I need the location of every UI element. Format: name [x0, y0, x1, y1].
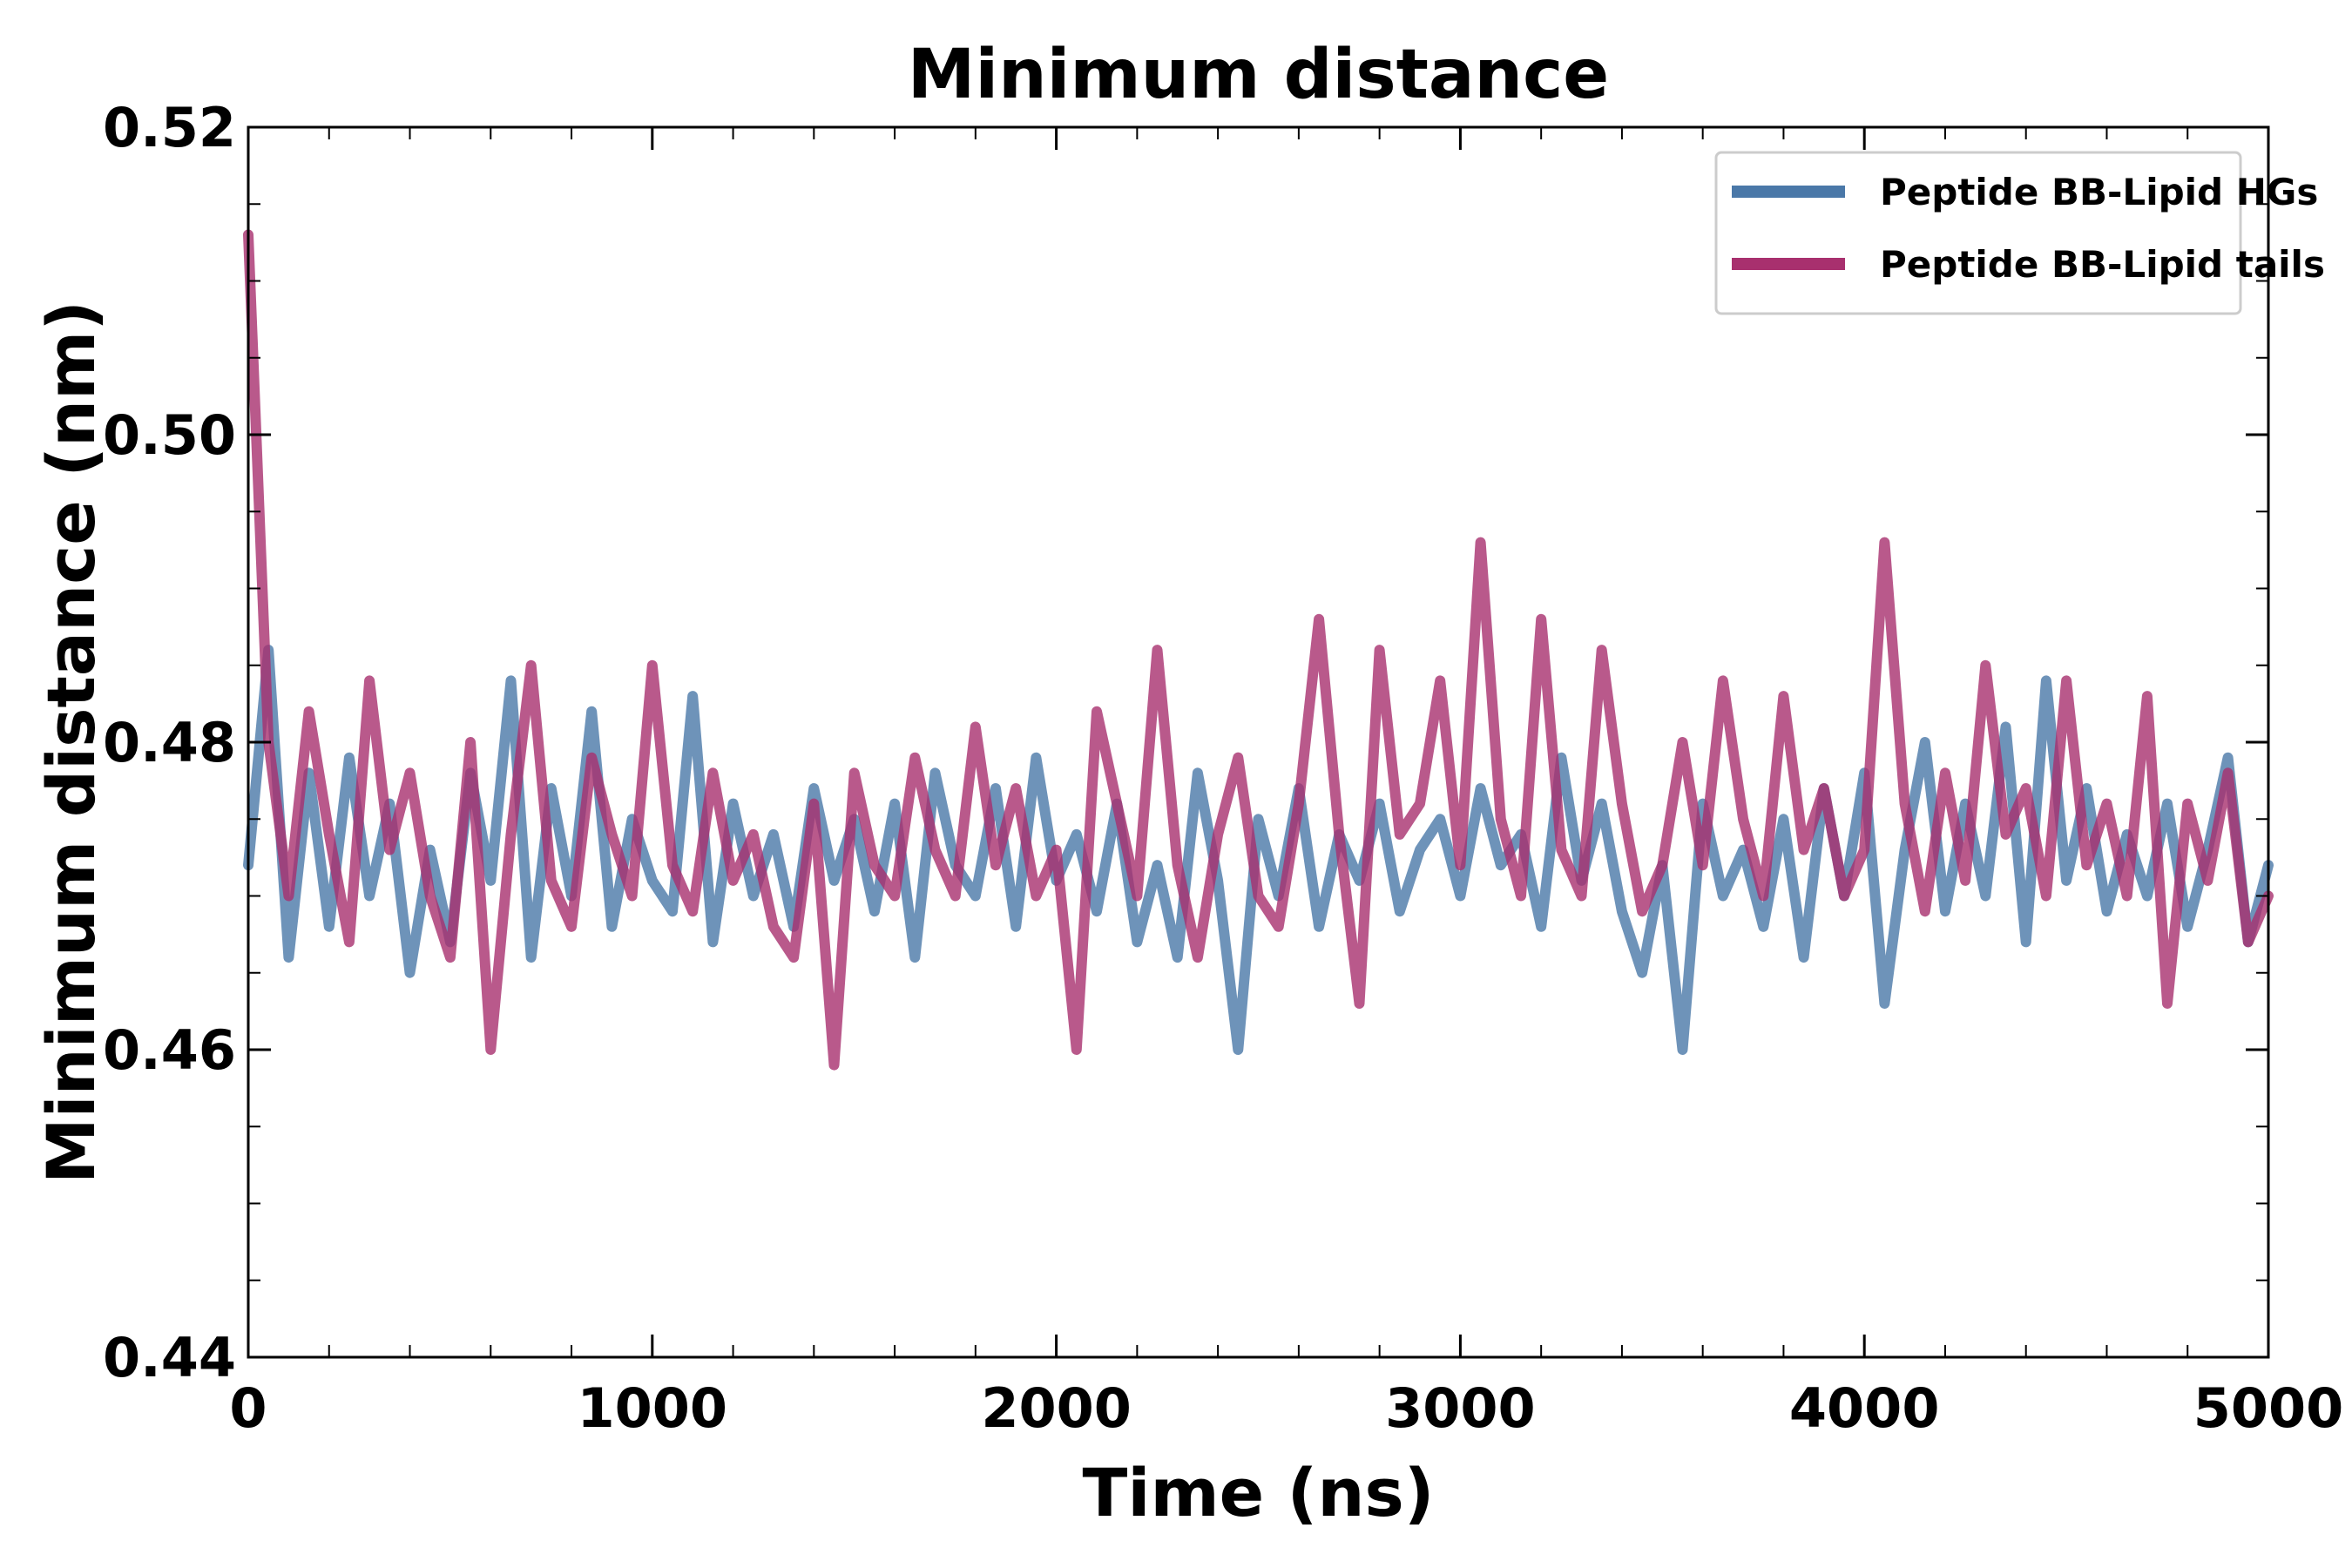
y-axis-label: Minimum distance (nm) — [32, 301, 110, 1184]
series-line-lipid-tails — [243, 229, 2274, 1071]
legend-box — [1714, 151, 2242, 315]
x-tick-label: 1000 — [578, 1376, 728, 1440]
y-tick-label: 0.52 — [103, 96, 236, 159]
chart-title: Minimum distance — [908, 36, 1609, 114]
x-tick-label: 4000 — [1789, 1376, 1940, 1440]
y-tick-label: 0.44 — [103, 1326, 236, 1389]
plot-frame — [247, 125, 2270, 1359]
legend-label-hgs: Peptide BB-Lipid HGs — [1880, 171, 2318, 213]
x-tick-label: 2000 — [981, 1376, 1132, 1440]
y-tick-label: 0.46 — [103, 1018, 236, 1082]
labels-layer: Minimum distance Time (ns) Minimum dista… — [32, 36, 1609, 1531]
series-layer — [243, 229, 2274, 1071]
ticks-layer: 0 1000 2000 3000 4000 5000 0.44 0.46 0.48 0.50 0.5… — [103, 96, 2343, 1440]
y-tick-label: 0.50 — [103, 403, 236, 467]
x-tick-label: 3000 — [1385, 1376, 1536, 1440]
legend: Peptide BB-Lipid HGs Peptide BB-Lipid ta… — [1714, 151, 2325, 315]
y-tick-label: 0.48 — [103, 711, 236, 774]
x-tick-label: 0 — [229, 1376, 267, 1440]
x-tick-label: 5000 — [2193, 1376, 2344, 1440]
legend-label-tails: Peptide BB-Lipid tails — [1880, 243, 2325, 286]
x-axis-label: Time (ns) — [1083, 1454, 1435, 1531]
